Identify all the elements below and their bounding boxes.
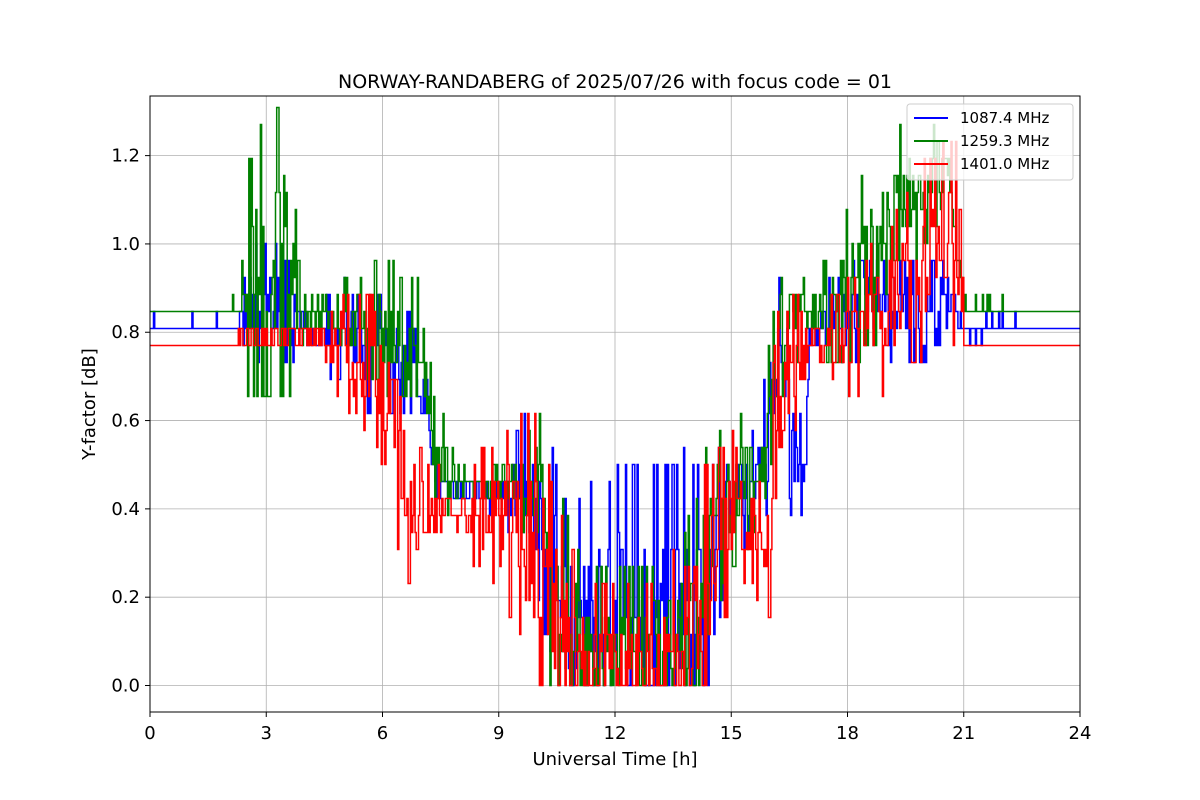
legend-label-1401: 1401.0 MHz <box>960 155 1049 173</box>
series-line <box>150 140 1080 687</box>
x-tick-label: 3 <box>261 723 272 744</box>
x-tick-label: 9 <box>493 723 504 744</box>
series-line <box>150 242 1080 687</box>
x-tick-label: 15 <box>720 723 743 744</box>
x-tick-label: 18 <box>836 723 859 744</box>
y-tick-label: 1.2 <box>111 146 140 167</box>
y-tick-label: 0.4 <box>111 499 140 520</box>
series-group <box>150 140 1080 687</box>
series-group <box>150 242 1080 687</box>
axis-ticks: 0 3 6 9 12 15 18 21 24 0.0 0.2 0.4 0.6 0.8 1.0 1.2 <box>111 146 1091 744</box>
x-tick-label: 12 <box>604 723 627 744</box>
y-tick-label: 1.0 <box>111 234 140 255</box>
y-tick-label: 0.8 <box>111 322 140 343</box>
legend-label-1259: 1259.3 MHz <box>960 132 1049 150</box>
y-axis-label: Y-factor [dB] <box>79 348 100 461</box>
chart-title: NORWAY-RANDABERG of 2025/07/26 with focu… <box>338 71 892 93</box>
y-tick-label: 0.6 <box>111 411 140 432</box>
x-tick-label: 6 <box>377 723 388 744</box>
y-tick-label: 0.2 <box>111 587 140 608</box>
series-layer <box>150 106 1080 687</box>
y-tick-label: 0.0 <box>111 676 140 697</box>
gridlines <box>149 96 1081 712</box>
legend-label-1087: 1087.4 MHz <box>960 109 1049 127</box>
x-tick-label: 0 <box>144 723 155 744</box>
legend-box <box>906 103 1074 181</box>
x-tick-label: 24 <box>1069 723 1092 744</box>
x-axis-label: Universal Time [h] <box>532 749 697 770</box>
x-tick-label: 21 <box>952 723 975 744</box>
legend: 1087.4 MHz 1259.3 MHz 1401.0 MHz <box>906 103 1074 181</box>
